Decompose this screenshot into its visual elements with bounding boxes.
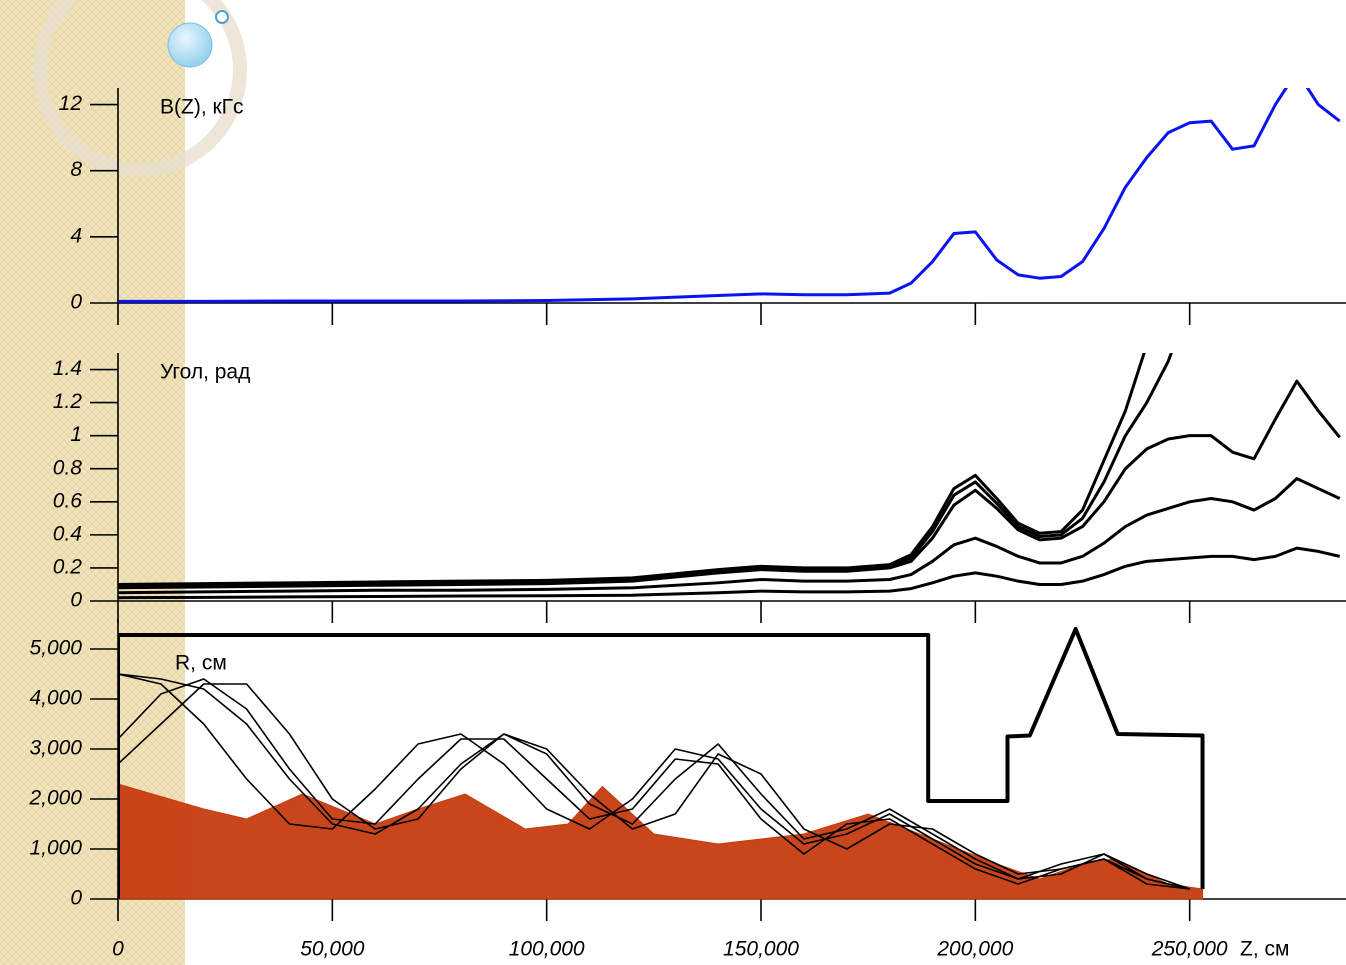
x-tick-label: 50,000 [300, 938, 365, 961]
y-tick-label: 1.2 [53, 390, 83, 413]
y-tick-label: 4 [70, 224, 82, 247]
x-axis-title: Z, см [1240, 938, 1289, 961]
x-tick-label: 0 [112, 938, 124, 961]
y-axis-title: R, см [175, 652, 227, 675]
y-tick-label: 0.8 [53, 456, 83, 479]
y-tick-label: 0 [70, 291, 82, 314]
line [118, 673, 1190, 890]
x-tick-label: 100,000 [509, 938, 585, 961]
line [118, 88, 1341, 303]
y-tick-label: 0.6 [53, 489, 83, 512]
y-tick-label: 0.4 [53, 522, 82, 545]
line [118, 678, 1190, 890]
y-tick-label: 4,000 [29, 687, 82, 710]
y-tick-label: 1.4 [53, 357, 82, 380]
deco-bubble [167, 22, 213, 68]
line [118, 477, 1341, 595]
line [118, 627, 1205, 899]
y-axis-title: Угол, рад [160, 361, 250, 384]
y-tick-label: 1,000 [29, 837, 82, 860]
deco-bubble-small [215, 10, 229, 24]
line [118, 683, 1190, 890]
area [118, 783, 1204, 900]
y-tick-label: 0 [70, 887, 82, 910]
y-tick-label: 12 [59, 92, 83, 115]
x-tick-label: 200,000 [936, 938, 1013, 961]
y-tick-label: 0 [70, 589, 82, 612]
x-tick-label: 150,000 [723, 938, 799, 961]
y-tick-label: 2,000 [28, 787, 82, 810]
line [118, 353, 1173, 588]
line [118, 379, 1341, 590]
y-tick-label: 3,000 [29, 737, 82, 760]
y-tick-label: 5,000 [29, 637, 82, 660]
y-axis-title: B(Z), кГс [160, 96, 244, 119]
y-tick-label: 1 [70, 423, 82, 446]
deco-ring [33, 0, 247, 177]
y-tick-label: 0.2 [53, 555, 83, 578]
y-tick-label: 8 [70, 158, 82, 181]
line [118, 546, 1341, 600]
x-tick-label: 250,000 [1151, 938, 1228, 961]
line [118, 353, 1146, 586]
